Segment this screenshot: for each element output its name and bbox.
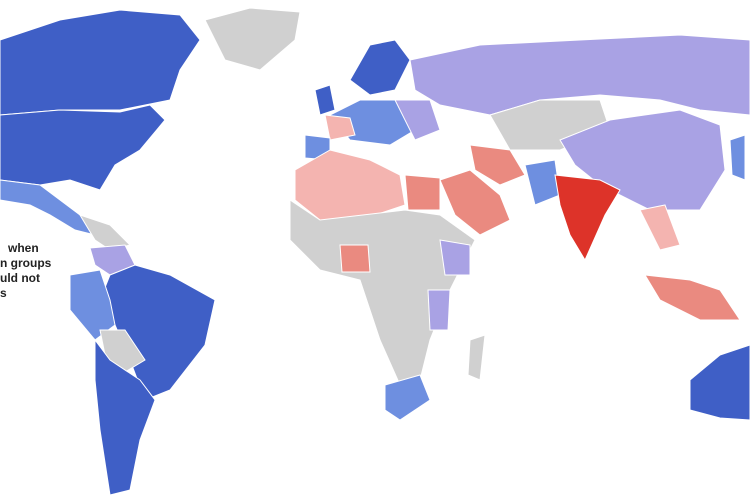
- region-india: [554, 174, 621, 262]
- region-ethiopia: [439, 239, 471, 276]
- region-indonesia: [644, 274, 741, 321]
- legend-caption: when n groups uld not s: [0, 241, 51, 301]
- region-saudi-arabia: [439, 169, 511, 236]
- region-peru: [69, 269, 116, 341]
- region-eastern-europe: [394, 99, 441, 141]
- region-madagascar: [467, 334, 486, 381]
- region-usa: [0, 104, 166, 191]
- region-russia: [409, 34, 750, 116]
- region-bolivia: [99, 329, 146, 376]
- region-greenland: [204, 7, 301, 71]
- region-middle-east: [469, 144, 526, 186]
- region-southeast-asia: [639, 204, 681, 251]
- region-egypt: [404, 174, 441, 211]
- region-east-africa: [427, 289, 451, 331]
- region-south-africa: [384, 374, 431, 421]
- region-nigeria: [339, 244, 371, 273]
- region-pakistan: [524, 159, 561, 206]
- region-japan: [729, 134, 746, 181]
- region-canada: [0, 9, 201, 116]
- region-australia: [689, 344, 750, 421]
- caption-line: n groups: [0, 256, 52, 270]
- region-scandinavia: [349, 39, 411, 96]
- region-mexico: [0, 179, 97, 236]
- caption-line: s: [0, 286, 7, 300]
- region-north-africa: [294, 149, 406, 221]
- region-uk: [314, 84, 336, 116]
- caption-line: uld not: [0, 271, 40, 285]
- region-argentina: [94, 338, 156, 496]
- region-france: [324, 114, 356, 141]
- region-central-africa: [289, 199, 476, 386]
- caption-line: when: [8, 241, 39, 255]
